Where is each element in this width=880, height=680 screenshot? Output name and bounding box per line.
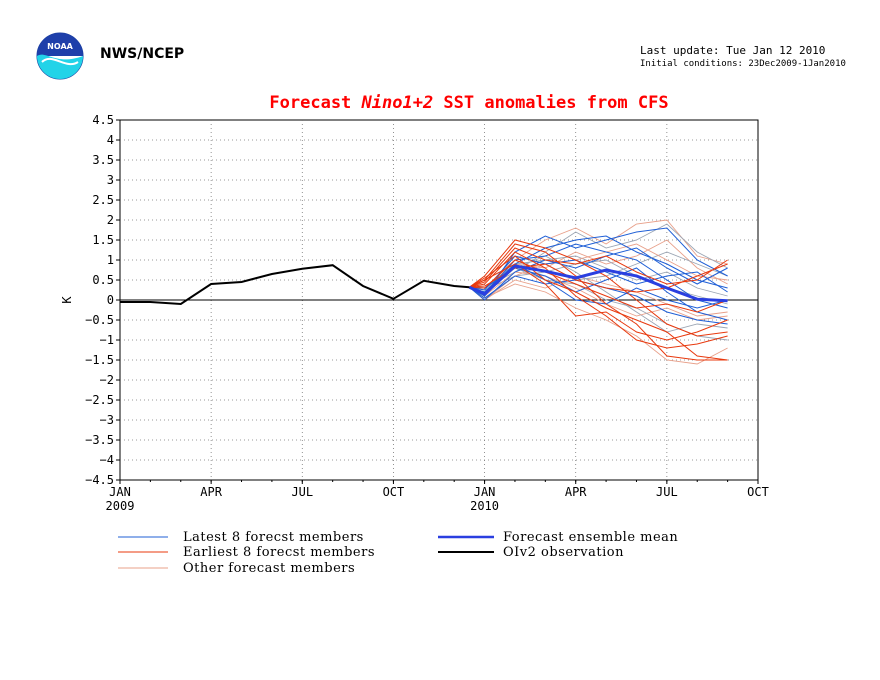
x-tick-label: APR (565, 485, 587, 499)
y-tick-label: −4 (100, 453, 114, 467)
other-member-line (469, 271, 728, 321)
x-tick-year-label: 2010 (470, 499, 499, 513)
earliest-member-line (469, 259, 728, 313)
x-tick-label: OCT (747, 485, 769, 499)
y-tick-label: −1 (100, 333, 114, 347)
other-member-line (469, 275, 728, 317)
y-tick-label: 2 (107, 213, 114, 227)
y-tick-label: 1.5 (92, 233, 114, 247)
legend-label-other: Other forecast members (183, 561, 355, 576)
x-tick-label: JUL (656, 485, 678, 499)
y-tick-label: 2.5 (92, 193, 114, 207)
last-update-label: Last update: Tue Jan 12 2010 (640, 44, 826, 57)
earliest-member-line (469, 255, 728, 361)
y-tick-label: 3 (107, 173, 114, 187)
latest-member-line (469, 247, 728, 301)
x-tick-label: JAN (109, 485, 131, 499)
latest-member-line (469, 255, 728, 293)
legend-label-earliest: Earliest 8 forecst members (183, 545, 375, 560)
earliest-member-line (469, 263, 728, 293)
earliest-member-line (469, 263, 728, 341)
y-axis-label: K (60, 296, 74, 304)
x-tick-label: APR (200, 485, 222, 499)
initial-conditions-label: Initial conditions: 23Dec2009-1Jan2010 (640, 59, 846, 69)
y-tick-label: 0.5 (92, 273, 114, 287)
y-tick-label: 1 (107, 253, 114, 267)
noaa-logo-icon: NOAA (36, 32, 84, 80)
earliest-member-line (469, 239, 728, 337)
y-tick-label: 4.5 (92, 113, 114, 127)
y-tick-label: −2.5 (85, 393, 114, 407)
x-tick-label: JAN (474, 485, 496, 499)
chart-title: Forecast Nino1+2 SST anomalies from CFS (269, 93, 668, 113)
x-tick-label: OCT (383, 485, 405, 499)
y-tick-label: −3 (100, 413, 114, 427)
x-tick-label: JUL (291, 485, 313, 499)
y-tick-label: 0 (107, 293, 114, 307)
y-tick-label: −3.5 (85, 433, 114, 447)
ensemble-mean-line (468, 264, 728, 303)
organization-label: NWS/NCEP (100, 46, 185, 62)
y-tick-label: 3.5 (92, 153, 114, 167)
other-member-line (469, 243, 728, 301)
y-tick-label: −0.5 (85, 313, 114, 327)
legend-label-obs: OIv2 observation (503, 545, 624, 560)
logo-text: NOAA (47, 42, 73, 51)
earliest-member-line (469, 251, 728, 349)
y-tick-label: −1.5 (85, 353, 114, 367)
x-tick-year-label: 2009 (106, 499, 135, 513)
legend-label-latest: Latest 8 forecst members (183, 530, 364, 545)
observation-line (120, 264, 470, 306)
y-tick-label: −4.5 (85, 473, 114, 487)
y-tick-label: 4 (107, 133, 114, 147)
y-tick-label: −2 (100, 373, 114, 387)
legend-label-mean: Forecast ensemble mean (503, 530, 678, 545)
